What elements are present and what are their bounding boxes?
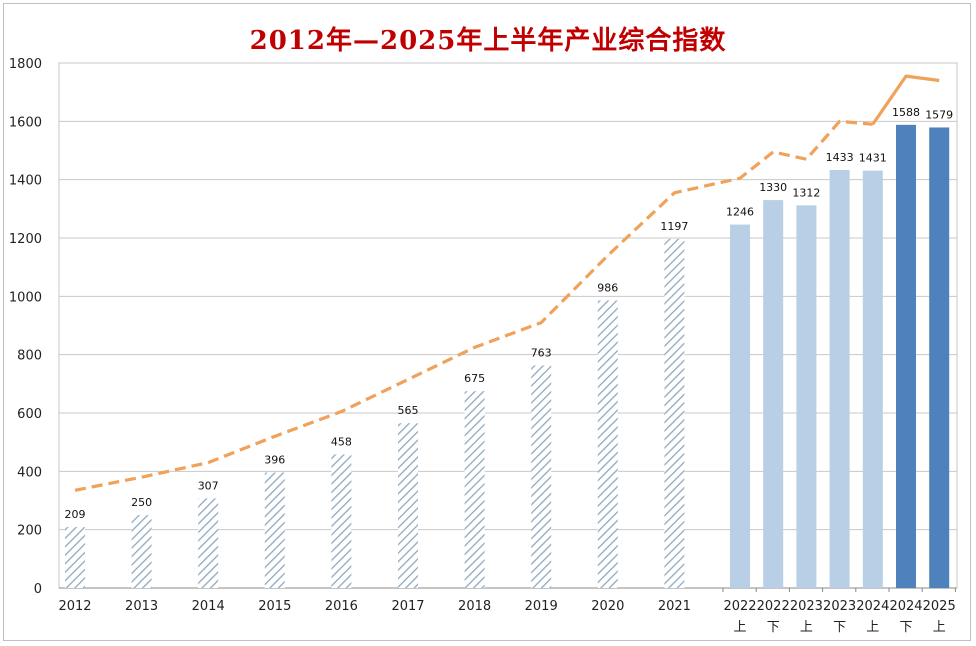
data-label: 1431 <box>859 152 887 165</box>
bar <box>65 527 85 588</box>
data-label: 1312 <box>792 186 820 199</box>
bars <box>65 124 950 589</box>
x-tick-label: 2022 <box>723 599 756 614</box>
x-tick-label: 2014 <box>192 599 225 614</box>
x-tick-label: 2024 <box>889 599 922 614</box>
bar <box>264 472 285 588</box>
x-axis: 2012 2013 2014 2015 2016 2017 2018 2019 2020 2021… <box>58 588 956 635</box>
bar <box>597 300 618 588</box>
data-label: 250 <box>131 496 152 509</box>
x-tick-label: 2017 <box>391 599 424 614</box>
x-tick-half-label: 上 <box>733 620 746 635</box>
data-label: 1197 <box>660 220 688 233</box>
data-label: 1588 <box>892 106 920 119</box>
trend-line <box>74 74 940 492</box>
bar <box>531 365 552 588</box>
data-label: 458 <box>331 435 352 448</box>
bar <box>796 205 817 589</box>
data-labels: 209 250 307 396 458 565 675 763 986 1197 1246 1330 1… <box>65 106 954 521</box>
bar <box>664 238 685 588</box>
bar <box>331 454 352 588</box>
x-tick-half-label: 下 <box>767 620 780 635</box>
x-tick-label: 2021 <box>658 599 691 614</box>
chart-title: 2012年—2025年上半年产业综合指数 <box>249 26 727 56</box>
bar <box>464 391 485 588</box>
y-tick-label: 400 <box>17 465 42 480</box>
x-tick-half-label: 下 <box>899 620 912 635</box>
trend-line-dashed <box>74 119 873 492</box>
x-tick-label: 2018 <box>458 599 491 614</box>
data-label: 209 <box>65 508 86 521</box>
x-tick-label: 2015 <box>258 599 291 614</box>
x-tick-label: 2013 <box>125 599 158 614</box>
bar <box>131 515 152 588</box>
y-tick-label: 1000 <box>9 290 42 305</box>
data-label: 763 <box>531 346 552 359</box>
bar <box>896 124 916 588</box>
y-tick-label: 1800 <box>9 57 42 72</box>
y-tick-label: 800 <box>17 349 42 364</box>
y-tick-label: 1400 <box>9 174 42 189</box>
y-tick-label: 1200 <box>9 232 42 247</box>
data-label: 396 <box>264 454 285 467</box>
bar <box>398 423 418 588</box>
x-tick-label: 2023 <box>823 599 856 614</box>
trend-line-solid <box>871 74 940 126</box>
data-label: 565 <box>398 404 419 417</box>
bar <box>763 200 784 589</box>
x-tick-label: 2016 <box>325 599 358 614</box>
y-tick-label: 200 <box>17 524 42 539</box>
x-tick-label: 2024 <box>856 599 889 614</box>
data-label: 986 <box>597 281 618 294</box>
y-tick-label: 600 <box>17 407 42 422</box>
x-tick-label: 2019 <box>525 599 558 614</box>
x-tick-label: 2012 <box>58 599 91 614</box>
data-label: 1579 <box>925 108 953 121</box>
x-tick-half-label: 上 <box>866 620 879 635</box>
data-label: 675 <box>464 372 485 385</box>
x-tick-half-label: 上 <box>800 620 813 635</box>
data-label: 1330 <box>759 181 787 194</box>
data-label: 1433 <box>826 151 854 164</box>
x-tick-label: 2023 <box>790 599 823 614</box>
x-tick-label: 2022 <box>757 599 790 614</box>
bar <box>929 127 950 588</box>
bar <box>730 224 750 589</box>
data-label: 307 <box>198 479 219 492</box>
x-tick-half-label: 上 <box>933 620 946 635</box>
x-tick-label: 2020 <box>591 599 624 614</box>
data-label: 1246 <box>726 206 754 219</box>
bar <box>829 170 850 588</box>
x-tick-half-label: 下 <box>833 620 846 635</box>
x-tick-label: 2025 <box>923 599 956 614</box>
y-tick-label: 0 <box>34 582 42 597</box>
bar <box>862 170 883 588</box>
y-tick-label: 1600 <box>9 115 42 130</box>
y-axis: 0 200 400 600 800 1000 1200 1400 1600 1800 <box>9 57 42 597</box>
bar <box>198 498 219 588</box>
